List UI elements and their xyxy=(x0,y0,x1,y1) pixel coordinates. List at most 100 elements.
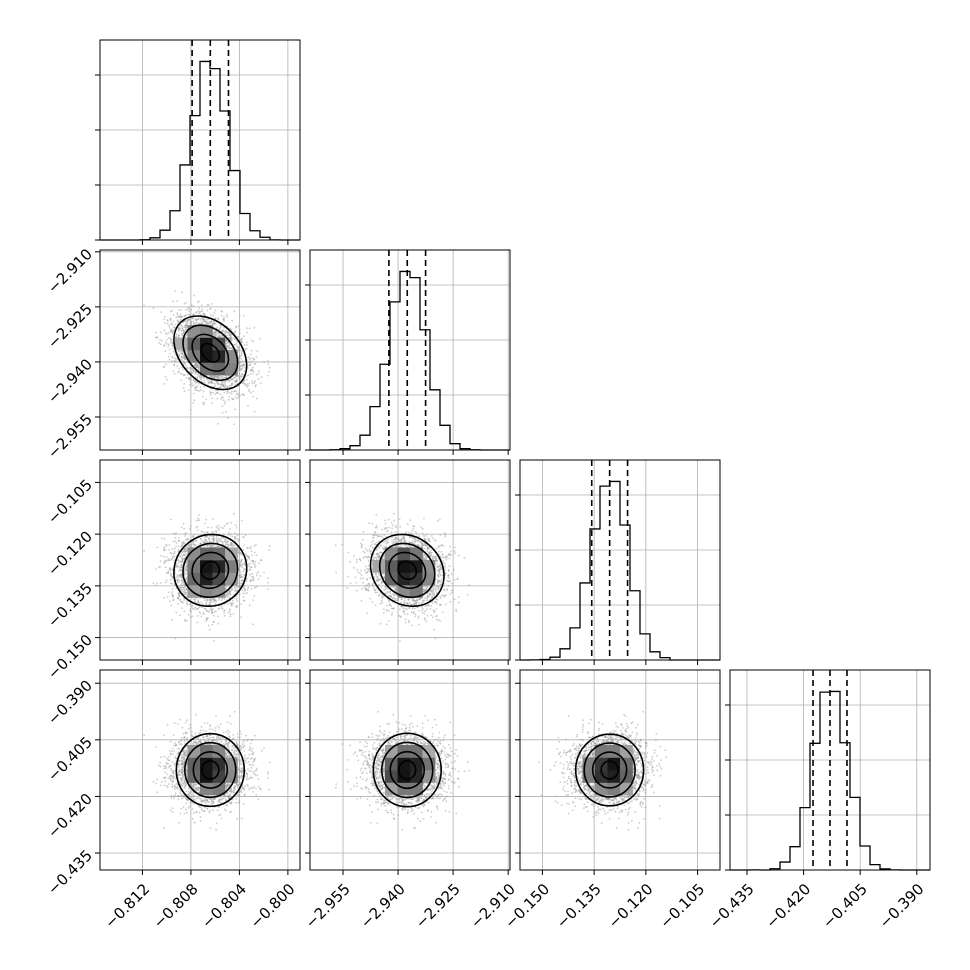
scatter-point xyxy=(252,366,254,369)
scatter-point xyxy=(194,373,197,376)
panel-2d-2-0 xyxy=(95,459,301,665)
scatter-point xyxy=(181,291,184,294)
scatter-point xyxy=(169,330,172,332)
scatter-point xyxy=(166,556,168,558)
scatter-point xyxy=(207,380,210,382)
scatter-point xyxy=(156,546,159,549)
scatter-point xyxy=(223,614,226,617)
scatter-point xyxy=(173,372,176,375)
scatter-point xyxy=(178,354,181,356)
contour-line xyxy=(182,324,239,382)
scatter-point xyxy=(192,320,195,323)
scatter-point xyxy=(248,573,251,576)
scatter-point xyxy=(194,606,196,609)
scatter-point xyxy=(163,538,166,540)
scatter-point xyxy=(211,397,213,400)
scatter-point xyxy=(181,325,183,328)
scatter-point xyxy=(181,316,184,318)
scatter-point xyxy=(217,332,219,335)
scatter-point xyxy=(210,612,213,614)
scatter-point xyxy=(233,589,236,592)
scatter-point xyxy=(248,388,251,391)
scatter-point xyxy=(158,565,160,568)
scatter-point xyxy=(250,349,253,352)
scatter-point xyxy=(187,307,189,310)
scatter-point xyxy=(176,576,179,579)
scatter-point xyxy=(217,599,220,601)
scatter-point xyxy=(193,392,195,395)
scatter-point xyxy=(224,544,227,546)
scatter-point xyxy=(217,527,220,529)
scatter-point xyxy=(259,337,261,340)
scatter-point xyxy=(198,312,201,315)
scatter-point xyxy=(163,366,165,369)
scatter-point xyxy=(246,378,248,381)
scatter-point xyxy=(174,290,176,292)
scatter-point xyxy=(184,320,186,323)
scatter-point xyxy=(258,370,260,372)
scatter-point xyxy=(238,385,241,388)
scatter-point xyxy=(242,314,245,317)
scatter-point xyxy=(193,399,196,402)
scatter-point xyxy=(218,328,221,331)
scatter-point xyxy=(175,542,178,544)
scatter-point xyxy=(211,538,213,540)
scatter-point xyxy=(255,373,258,376)
scatter-point xyxy=(223,377,226,380)
scatter-point xyxy=(222,383,225,386)
scatter-point xyxy=(225,313,228,316)
scatter-point xyxy=(199,319,202,321)
scatter-point xyxy=(181,541,184,544)
scatter-point xyxy=(176,358,179,360)
scatter-point xyxy=(190,320,193,323)
scatter-point xyxy=(229,391,231,394)
density-cell xyxy=(187,337,201,351)
scatter-point xyxy=(216,386,219,389)
scatter-point xyxy=(252,577,255,580)
scatter-point xyxy=(248,558,251,560)
scatter-point xyxy=(227,592,230,595)
scatter-point xyxy=(245,341,248,344)
scatter-point xyxy=(255,355,258,358)
scatter-point xyxy=(164,322,167,324)
scatter-point xyxy=(188,528,191,530)
scatter-point xyxy=(215,331,217,333)
scatter-point xyxy=(242,380,245,383)
scatter-point xyxy=(169,323,172,326)
scatter-point xyxy=(177,603,180,605)
scatter-point xyxy=(189,408,192,411)
scatter-point xyxy=(203,385,206,388)
scatter-point xyxy=(236,534,239,536)
scatter-point xyxy=(252,623,254,626)
scatter-point xyxy=(253,363,256,365)
scatter-point xyxy=(247,374,250,377)
scatter-point xyxy=(239,571,242,574)
scatter-point xyxy=(227,603,230,605)
scatter-point xyxy=(164,581,167,584)
scatter-point xyxy=(168,324,170,327)
density-cell xyxy=(175,337,188,351)
scatter-point xyxy=(172,320,175,323)
scatter-point xyxy=(158,342,160,344)
scatter-point xyxy=(212,376,215,379)
scatter-point xyxy=(216,535,218,538)
scatter-point xyxy=(233,310,236,313)
scatter-point xyxy=(206,309,209,312)
scatter-point xyxy=(196,366,199,368)
scatter-point xyxy=(229,327,232,330)
scatter-point xyxy=(215,610,217,612)
scatter-point xyxy=(257,372,260,375)
scatter-point xyxy=(210,314,213,317)
scatter-point xyxy=(207,322,210,324)
scatter-point xyxy=(183,383,186,385)
scatter-point xyxy=(238,376,241,379)
scatter-point xyxy=(207,624,210,627)
scatter-point xyxy=(231,398,234,401)
scatter-point xyxy=(200,530,203,533)
scatter-point xyxy=(213,320,215,323)
scatter-point xyxy=(240,358,243,360)
scatter-point xyxy=(249,363,252,366)
scatter-point xyxy=(217,422,219,425)
scatter-point xyxy=(267,360,269,362)
scatter-point xyxy=(192,535,195,538)
